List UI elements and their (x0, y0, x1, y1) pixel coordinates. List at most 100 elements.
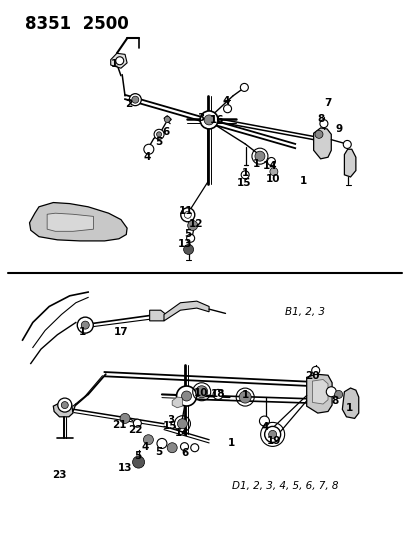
Text: 1: 1 (241, 391, 248, 400)
Text: 17: 17 (113, 327, 128, 336)
Text: 9: 9 (335, 124, 342, 134)
Circle shape (58, 398, 72, 412)
Text: 19: 19 (266, 437, 281, 446)
Text: 13: 13 (117, 463, 132, 473)
Text: 23: 23 (52, 471, 67, 480)
Text: B1, 2, 3: B1, 2, 3 (284, 307, 324, 317)
Circle shape (187, 221, 197, 230)
Circle shape (77, 317, 93, 333)
Text: 4: 4 (142, 442, 149, 451)
Polygon shape (47, 213, 93, 231)
Text: 5: 5 (184, 229, 191, 239)
Circle shape (240, 171, 249, 179)
Text: 5: 5 (155, 138, 162, 147)
Text: 6: 6 (181, 448, 189, 458)
Circle shape (238, 391, 251, 403)
Polygon shape (164, 301, 209, 321)
Circle shape (259, 416, 269, 426)
Circle shape (164, 116, 170, 123)
Circle shape (314, 130, 322, 139)
Circle shape (326, 387, 335, 397)
Circle shape (319, 119, 327, 128)
Circle shape (240, 83, 248, 92)
Text: 10: 10 (193, 389, 208, 398)
Polygon shape (164, 116, 171, 123)
Circle shape (177, 419, 187, 429)
Text: 8: 8 (316, 114, 324, 124)
Circle shape (143, 435, 153, 445)
Circle shape (264, 426, 280, 442)
Circle shape (115, 56, 124, 65)
Text: 15: 15 (236, 178, 251, 188)
Text: 14: 14 (175, 428, 189, 438)
Polygon shape (149, 310, 166, 321)
Text: 1: 1 (79, 327, 86, 336)
Text: 2: 2 (125, 99, 133, 109)
Circle shape (342, 140, 351, 149)
Circle shape (204, 115, 213, 125)
Text: 3: 3 (197, 114, 204, 123)
Polygon shape (29, 203, 127, 241)
Text: 5: 5 (133, 451, 141, 461)
Text: 8351  2500: 8351 2500 (25, 15, 128, 33)
Text: 4: 4 (143, 152, 150, 161)
Text: 15: 15 (162, 422, 177, 431)
Circle shape (183, 245, 193, 254)
Circle shape (269, 167, 277, 176)
Text: 1: 1 (252, 159, 259, 168)
Text: 12: 12 (188, 219, 203, 229)
Circle shape (156, 132, 161, 137)
Circle shape (131, 96, 139, 103)
Text: 1: 1 (299, 176, 306, 185)
Text: 18: 18 (210, 390, 225, 399)
Text: 21: 21 (112, 421, 127, 430)
Text: 1: 1 (345, 403, 352, 413)
Polygon shape (342, 388, 358, 418)
Circle shape (268, 430, 276, 439)
Circle shape (157, 439, 166, 448)
Circle shape (186, 234, 194, 243)
Text: 16: 16 (209, 115, 224, 125)
Text: 5: 5 (155, 447, 162, 457)
Text: 1: 1 (111, 59, 118, 69)
Circle shape (133, 419, 141, 427)
Text: 4: 4 (222, 96, 229, 106)
Text: 4: 4 (261, 423, 269, 432)
Text: 7: 7 (324, 98, 331, 108)
Circle shape (167, 443, 177, 453)
Polygon shape (110, 53, 127, 68)
Circle shape (254, 151, 264, 161)
Circle shape (200, 111, 218, 129)
Circle shape (190, 443, 198, 452)
Circle shape (184, 211, 191, 219)
Circle shape (181, 391, 191, 401)
Polygon shape (53, 401, 73, 417)
Circle shape (129, 94, 141, 106)
Text: 10: 10 (265, 174, 279, 184)
Text: 14: 14 (263, 161, 277, 171)
Text: 1: 1 (241, 168, 248, 178)
Circle shape (81, 321, 89, 329)
Polygon shape (313, 128, 330, 159)
Polygon shape (312, 379, 327, 404)
Circle shape (334, 390, 342, 399)
Text: 1: 1 (227, 439, 235, 448)
Polygon shape (344, 149, 355, 177)
Text: 22: 22 (128, 425, 142, 434)
Polygon shape (172, 397, 182, 408)
Text: 3: 3 (167, 415, 175, 425)
Circle shape (176, 386, 196, 406)
Text: 8: 8 (331, 396, 338, 406)
Circle shape (213, 390, 222, 399)
Text: 13: 13 (178, 239, 192, 249)
Text: 11: 11 (179, 206, 193, 215)
Circle shape (132, 456, 144, 468)
Circle shape (180, 442, 188, 451)
Circle shape (61, 401, 68, 409)
Circle shape (223, 104, 231, 113)
Circle shape (195, 386, 207, 398)
Polygon shape (306, 374, 331, 413)
Text: D1, 2, 3, 4, 5, 6, 7, 8: D1, 2, 3, 4, 5, 6, 7, 8 (231, 481, 337, 491)
Circle shape (144, 144, 153, 154)
Text: 6: 6 (162, 127, 169, 136)
